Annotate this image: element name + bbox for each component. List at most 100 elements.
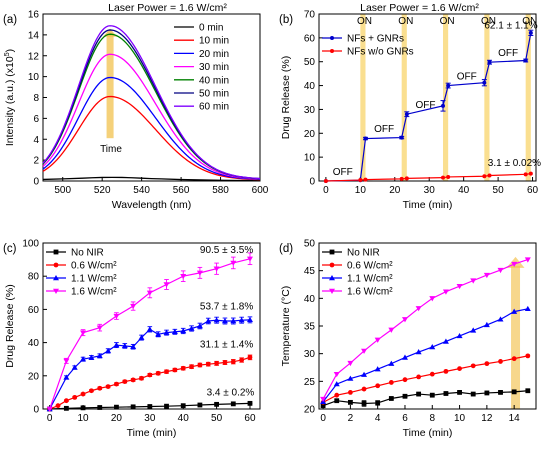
- data-point: [347, 390, 353, 395]
- value-annotation: 31.1 ± 1.4%: [200, 340, 253, 351]
- data-point: [230, 401, 236, 407]
- data-point: [130, 377, 136, 383]
- data-point: [230, 260, 237, 266]
- data-point: [388, 396, 394, 401]
- panel-letter: (c): [3, 243, 17, 255]
- on-label: ON: [357, 16, 372, 27]
- x-tick-label: 10: [454, 413, 466, 424]
- y-tick-label: 20: [304, 405, 316, 416]
- data-point: [388, 360, 395, 366]
- data-point: [528, 171, 533, 176]
- data-point: [470, 327, 477, 333]
- data-point: [528, 30, 533, 35]
- data-point: [221, 318, 228, 324]
- data-point: [247, 354, 253, 360]
- data-point: [429, 344, 436, 350]
- legend-marker: [329, 275, 335, 281]
- plot-frame: [318, 13, 537, 182]
- legend-label: 30 min: [199, 62, 229, 73]
- y-tick-label: 30: [304, 105, 316, 116]
- data-point: [361, 348, 368, 354]
- legend-label: 0.6 W/cm²: [347, 261, 393, 272]
- x-tick-label: 50: [493, 185, 505, 196]
- data-point: [147, 404, 153, 409]
- data-point: [442, 338, 449, 344]
- data-point: [361, 371, 368, 377]
- data-point: [482, 80, 487, 85]
- x-tick-label: 10: [355, 185, 367, 196]
- off-label: OFF: [457, 72, 477, 83]
- data-point: [524, 257, 531, 263]
- x-tick-label: 520: [94, 185, 111, 196]
- panel-a-series: [42, 25, 261, 182]
- data-point: [347, 399, 353, 405]
- panel-a-axes: 500 520 540 560 580 600 0 2 4 6 8 10 12 14 16 Wavelengt…: [3, 10, 269, 212]
- data-point: [188, 325, 195, 331]
- value-annotation: 3.1 ± 0.02%: [488, 158, 541, 169]
- x-tick-label: 500: [54, 185, 71, 196]
- legend-label: 1.1 W/cm²: [347, 274, 393, 285]
- spectrum-curve: [42, 76, 261, 180]
- data-point: [196, 323, 203, 329]
- data-point: [429, 371, 435, 377]
- legend-marker: [329, 288, 335, 294]
- spectrum-curve: [42, 25, 261, 180]
- data-point: [404, 176, 409, 181]
- data-point: [230, 318, 237, 324]
- data-point: [239, 357, 245, 363]
- data-point: [213, 317, 220, 323]
- y-tick-label: 0: [33, 177, 39, 188]
- series-line: [49, 356, 251, 410]
- data-point: [323, 179, 328, 183]
- data-point: [443, 391, 449, 396]
- y-tick-label: 40: [304, 81, 316, 92]
- data-point: [80, 405, 86, 411]
- legend-marker: [329, 249, 335, 255]
- data-point: [498, 390, 503, 395]
- data-point: [442, 289, 449, 295]
- data-point: [358, 178, 363, 183]
- data-point: [155, 370, 161, 376]
- data-point: [164, 403, 169, 409]
- data-point: [222, 360, 228, 365]
- data-point: [429, 296, 436, 302]
- spectrum-curve: [42, 95, 261, 181]
- series-line: [322, 355, 528, 403]
- x-tick-label: 580: [212, 185, 229, 196]
- data-point: [487, 60, 492, 65]
- x-tick-label: 20: [389, 185, 401, 196]
- data-point: [164, 369, 169, 375]
- x-tick-label: 30: [424, 185, 436, 196]
- x-tick-label: 40: [458, 185, 470, 196]
- time-arrow-shaft: [106, 34, 114, 139]
- y-tick-label: 50: [304, 239, 316, 250]
- data-point: [511, 356, 517, 362]
- data-point: [247, 400, 253, 406]
- data-point: [113, 313, 120, 320]
- data-point: [205, 361, 211, 367]
- panel-d-arrow: [506, 256, 525, 409]
- data-point: [80, 330, 87, 336]
- data-point: [146, 290, 153, 296]
- legend-label: NFs w/o GNRs: [347, 47, 414, 58]
- data-point: [97, 405, 103, 410]
- x-tick-label: 60: [527, 185, 539, 196]
- x-tick-label: 30: [144, 413, 156, 424]
- data-point: [402, 377, 408, 383]
- data-point: [121, 342, 128, 349]
- y-tick-label: 20: [304, 129, 316, 140]
- chart-title: Laser Power = 1.6 W/cm²: [360, 2, 479, 14]
- data-point: [46, 406, 53, 412]
- panel-b-legend: NFs + GNRs NFs w/o GNRs: [322, 34, 414, 58]
- data-point: [114, 381, 119, 387]
- data-point: [457, 366, 462, 372]
- legend-label: 10 min: [199, 36, 229, 47]
- panel-c-series: [46, 252, 253, 412]
- x-tick-label: 560: [173, 185, 190, 196]
- data-point: [180, 274, 187, 280]
- data-point: [363, 136, 368, 141]
- x-axis-label: Wavelength (nm): [112, 199, 192, 211]
- x-axis-label: Time (min): [403, 199, 453, 211]
- data-point: [96, 352, 103, 359]
- plot-frame: [42, 242, 261, 410]
